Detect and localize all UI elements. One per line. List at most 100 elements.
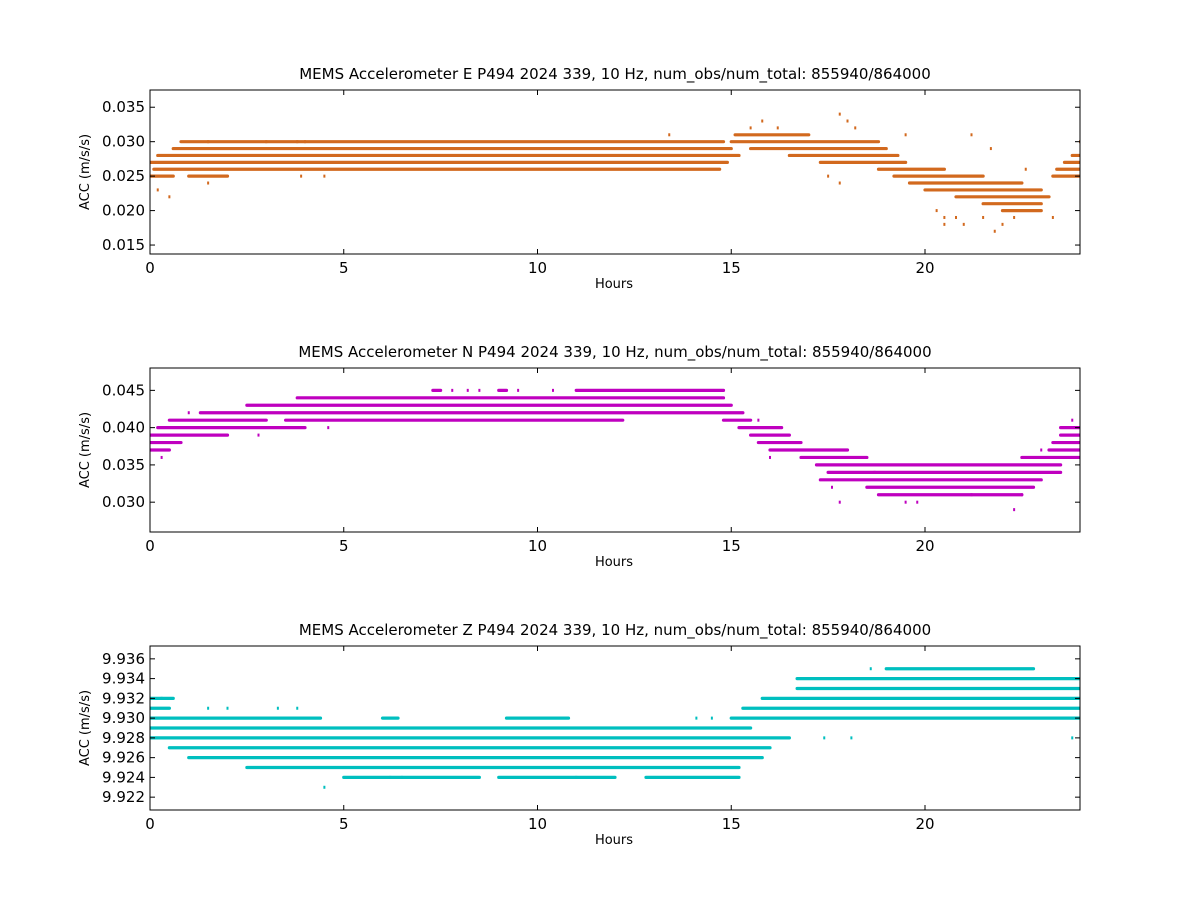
data-point-east-5 [296,140,299,144]
x-tick-label-east-4: 20 [915,259,934,277]
data-point-vertical-3 [276,706,279,710]
y-tick-label-vertical-6: 9.934 [102,670,145,688]
data-point-north-19 [1020,493,1023,497]
x-axis-label-east: Hours [595,277,633,292]
data-point-north-15 [904,500,907,504]
x-tick-label-vertical-1: 5 [339,815,349,833]
plot-area-vertical: 0 5 10 15 209.9229.9249.9269.9289.9309.9329.… [102,645,1081,833]
data-point-north-17 [970,493,973,497]
data-point-east-13 [838,112,841,116]
y-tick-label-vertical-7: 9.936 [102,650,145,668]
data-point-east-14 [846,119,849,123]
data-point-north-1 [187,411,190,415]
data-point-east-3 [207,181,210,185]
data-point-east-9 [668,133,671,137]
data-point-east-19 [935,209,938,213]
data-point-east-6 [304,140,306,144]
x-tick-label-east-3: 15 [722,259,741,277]
data-point-north-9 [757,418,760,422]
data-point-east-7 [300,174,303,178]
data-point-vertical-12 [850,736,853,740]
y-tick-label-north-0: 0.030 [102,493,145,511]
y-axis-label-vertical: ACC (m/s/s) [78,690,93,766]
data-marks-north [150,388,1080,512]
data-point-north-5 [466,388,469,392]
data-point-vertical-11 [823,736,826,740]
y-tick-label-east-0: 0.015 [102,236,145,254]
data-marks-east [150,112,1080,233]
data-point-east-20 [943,215,946,219]
chart-title-vertical: MEMS Accelerometer Z P494 2024 339, 10 H… [299,621,931,640]
x-axis-label-north: Hours [595,555,633,570]
x-tick-label-north-3: 15 [722,537,741,555]
data-point-north-11 [769,455,771,459]
data-point-vertical-14 [1071,736,1074,740]
plot-area-north: 0 5 10 15 20 0.030 0.035 0.040 0.045 [102,367,1081,555]
data-point-vertical-13 [869,667,872,671]
data-point-east-0 [156,188,159,192]
panel-vertical: MEMS Accelerometer Z P494 2024 339, 10 H… [78,621,931,848]
y-tick-label-vertical-1: 9.924 [102,768,145,786]
y-tick-label-east-3: 0.030 [102,133,145,151]
data-point-east-17 [854,126,857,130]
x-tick-label-vertical-3: 15 [722,815,741,833]
data-point-north-6 [478,388,481,392]
y-axis-label-east: ACC (m/s/s) [78,134,93,210]
data-point-east-11 [761,119,764,123]
y-tick-label-north-3: 0.045 [102,381,145,399]
data-point-east-26 [993,229,996,233]
data-point-vertical-7 [400,775,403,779]
x-tick-label-east-1: 5 [339,259,349,277]
data-point-east-18 [904,133,907,137]
chart-title-north: MEMS Accelerometer N P494 2024 339, 10 H… [298,343,931,362]
data-point-east-22 [955,215,957,219]
data-point-north-10 [780,448,783,452]
data-point-vertical-5 [323,785,326,789]
data-point-vertical-2 [226,706,229,710]
y-tick-label-north-2: 0.040 [102,419,145,437]
panel-east: MEMS Accelerometer E P494 2024 339, 10 H… [78,65,931,292]
data-point-east-15 [838,181,841,185]
y-tick-label-east-2: 0.025 [102,167,145,185]
x-tick-label-east-0: 0 [145,259,155,277]
x-tick-label-north-1: 5 [339,537,349,555]
data-point-east-16 [827,174,830,178]
y-tick-label-vertical-0: 9.922 [102,788,145,806]
y-tick-label-vertical-5: 9.932 [102,689,145,707]
x-tick-label-north-4: 20 [915,537,934,555]
data-point-east-4 [265,140,268,144]
data-point-north-18 [1013,508,1016,512]
data-point-north-8 [552,388,554,392]
data-point-east-29 [1013,215,1016,219]
data-point-vertical-1 [207,706,210,710]
x-tick-label-vertical-4: 20 [915,815,934,833]
data-point-east-27 [989,147,992,151]
data-point-east-24 [970,133,973,137]
data-point-north-12 [831,485,833,489]
data-point-north-2 [257,433,260,437]
x-tick-label-north-0: 0 [145,537,155,555]
data-point-east-30 [1024,167,1027,171]
y-tick-label-north-1: 0.035 [102,456,145,474]
axes-frame-vertical [149,645,1081,811]
x-tick-label-vertical-0: 0 [145,815,155,833]
data-point-east-2 [207,140,210,144]
data-point-east-1 [168,195,171,199]
x-tick-label-north-2: 10 [528,537,547,555]
data-point-vertical-4 [296,706,299,710]
data-point-vertical-9 [695,716,698,720]
axes-frame-east [149,89,1081,255]
chart-title-east: MEMS Accelerometer E P494 2024 339, 10 H… [299,65,931,84]
y-tick-label-vertical-4: 9.930 [102,709,145,727]
y-tick-label-vertical-3: 9.928 [102,729,145,747]
data-point-east-25 [982,215,985,219]
data-point-north-20 [1040,448,1043,452]
data-point-east-28 [1001,222,1004,226]
data-point-north-4 [451,388,454,392]
data-marks-vertical [150,667,1080,789]
y-tick-label-east-1: 0.020 [102,202,145,220]
data-point-vertical-8 [575,775,578,779]
data-point-vertical-6 [389,775,392,779]
